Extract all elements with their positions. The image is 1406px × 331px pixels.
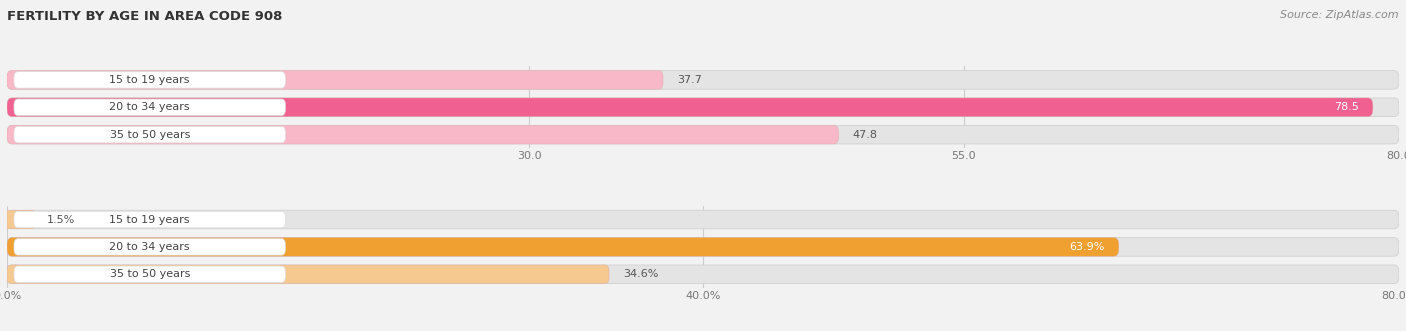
Text: 15 to 19 years: 15 to 19 years bbox=[110, 75, 190, 85]
Text: 47.8: 47.8 bbox=[852, 130, 877, 140]
Text: FERTILITY BY AGE IN AREA CODE 908: FERTILITY BY AGE IN AREA CODE 908 bbox=[7, 10, 283, 23]
FancyBboxPatch shape bbox=[7, 98, 1399, 117]
FancyBboxPatch shape bbox=[14, 239, 285, 255]
FancyBboxPatch shape bbox=[7, 238, 1399, 256]
FancyBboxPatch shape bbox=[7, 210, 1399, 229]
FancyBboxPatch shape bbox=[7, 98, 1372, 117]
Text: 1.5%: 1.5% bbox=[46, 214, 76, 224]
FancyBboxPatch shape bbox=[14, 266, 285, 282]
FancyBboxPatch shape bbox=[7, 265, 1399, 284]
FancyBboxPatch shape bbox=[7, 71, 1399, 89]
Text: 20 to 34 years: 20 to 34 years bbox=[110, 102, 190, 112]
Text: 15 to 19 years: 15 to 19 years bbox=[110, 214, 190, 224]
FancyBboxPatch shape bbox=[14, 99, 285, 116]
FancyBboxPatch shape bbox=[7, 238, 1119, 256]
FancyBboxPatch shape bbox=[14, 211, 285, 228]
Text: 37.7: 37.7 bbox=[676, 75, 702, 85]
FancyBboxPatch shape bbox=[7, 265, 609, 284]
Text: 35 to 50 years: 35 to 50 years bbox=[110, 130, 190, 140]
Text: 34.6%: 34.6% bbox=[623, 269, 658, 279]
FancyBboxPatch shape bbox=[7, 125, 1399, 144]
Text: Source: ZipAtlas.com: Source: ZipAtlas.com bbox=[1281, 10, 1399, 20]
Text: 35 to 50 years: 35 to 50 years bbox=[110, 269, 190, 279]
FancyBboxPatch shape bbox=[7, 71, 664, 89]
Text: 63.9%: 63.9% bbox=[1070, 242, 1105, 252]
FancyBboxPatch shape bbox=[7, 125, 839, 144]
Text: 78.5: 78.5 bbox=[1334, 102, 1360, 112]
FancyBboxPatch shape bbox=[14, 126, 285, 143]
FancyBboxPatch shape bbox=[14, 72, 285, 88]
Text: 20 to 34 years: 20 to 34 years bbox=[110, 242, 190, 252]
FancyBboxPatch shape bbox=[7, 210, 34, 229]
